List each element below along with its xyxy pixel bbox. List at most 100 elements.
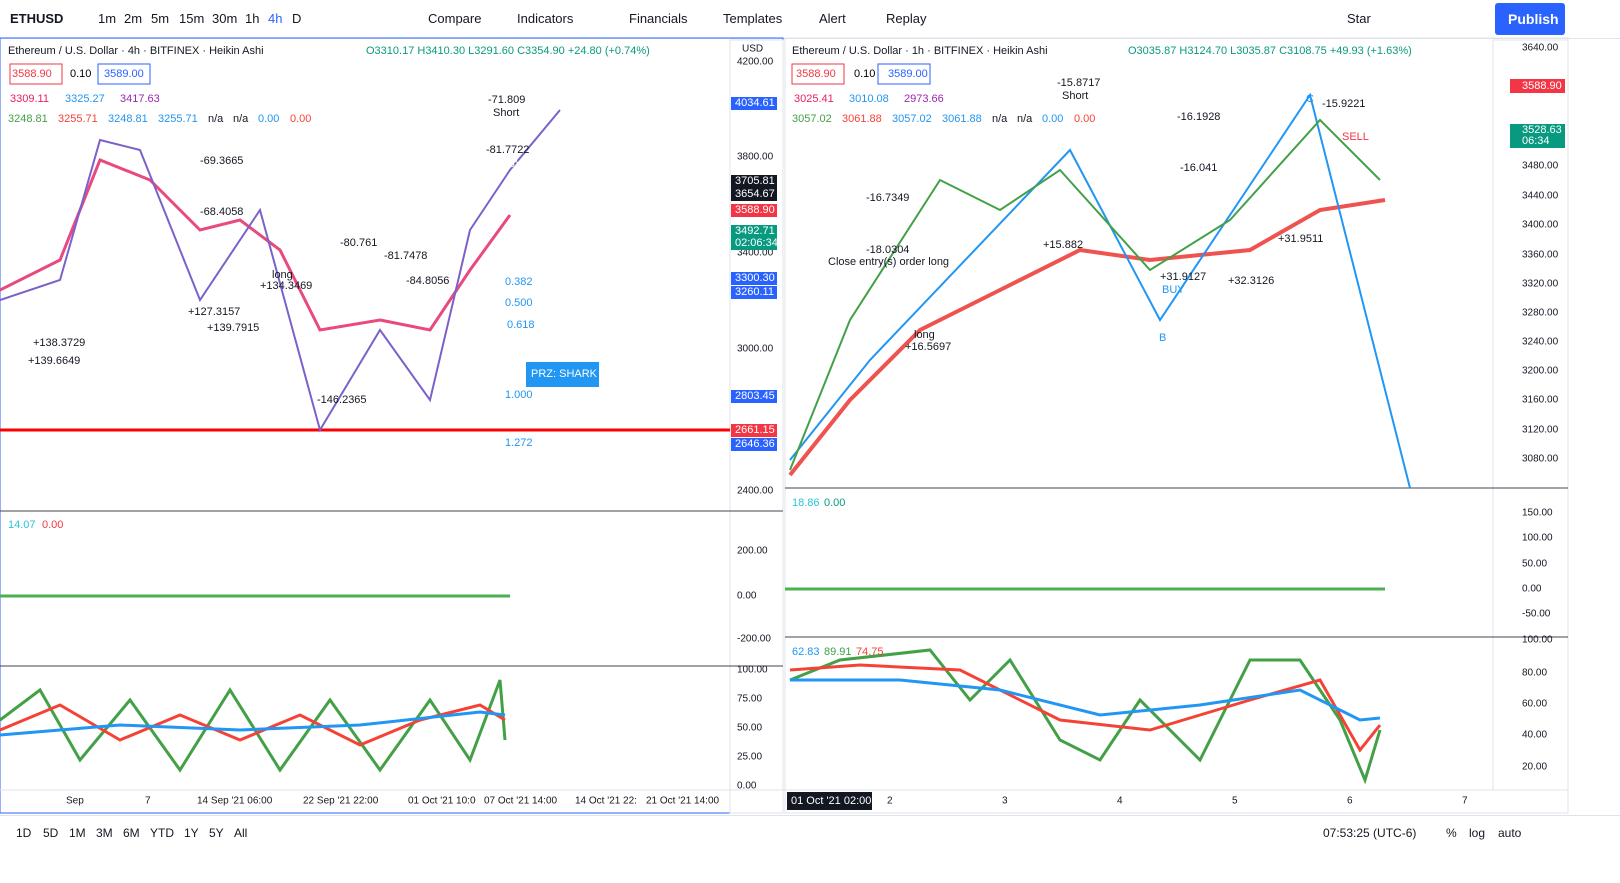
annotation: long [914, 329, 935, 341]
bid: 3588.90 [796, 68, 836, 80]
replay[interactable]: Replay [886, 11, 927, 26]
osc-line [789, 663, 1382, 753]
annotation: +31.9127 [1160, 271, 1206, 283]
interval[interactable]: 1h [245, 11, 260, 26]
time-label: 4 [1117, 796, 1123, 807]
range[interactable]: 5D [43, 826, 59, 840]
osc-tick: 50.00 [1522, 559, 1547, 570]
range[interactable]: 1Y [184, 826, 199, 840]
indicator-value: 0.00 [290, 113, 311, 125]
price-tag [731, 286, 777, 299]
osc-tick: 200.00 [737, 546, 768, 557]
annotation: -71.809 [488, 94, 525, 106]
ask: 3589.00 [104, 68, 144, 80]
indicator-value: 3025.41 [794, 93, 834, 105]
auto-toggle[interactable]: auto [1498, 826, 1522, 840]
indicators[interactable]: Indicators [517, 11, 574, 26]
toolbar: ETHUSD 1m 2m 5m 15m 30m 1h 4h D Compare … [0, 0, 1620, 39]
osc-tick: 75.00 [737, 694, 762, 705]
zigzag [0, 109, 561, 433]
price-tick: 2400.00 [737, 486, 774, 497]
annotation: 1.272 [505, 437, 533, 449]
range[interactable]: All [234, 826, 248, 840]
price-tag [731, 204, 777, 217]
indicator-value: 3057.02 [892, 113, 932, 125]
osc-tick: 40.00 [1522, 730, 1547, 741]
ma-line [789, 118, 1381, 471]
templates[interactable]: Templates [723, 11, 783, 26]
annotation: -18.0304 [866, 244, 909, 256]
price-tick: 3360.00 [1522, 250, 1559, 261]
range[interactable]: 5Y [209, 826, 224, 840]
annotation: +139.7915 [207, 322, 259, 334]
range[interactable]: 3M [96, 826, 113, 840]
annotation: -15.9221 [1322, 98, 1365, 110]
annotation: +138.3729 [33, 337, 85, 349]
annotation: 1.000 [505, 389, 533, 401]
log-toggle[interactable]: log [1469, 826, 1486, 840]
interval[interactable]: 15m [179, 11, 205, 26]
price-tick: 3240.00 [1522, 337, 1559, 348]
range[interactable]: YTD [150, 826, 174, 840]
price-label: 3705.81 [735, 175, 775, 187]
indicator-value: 3057.02 [792, 113, 832, 125]
indicator-value: 3061.88 [942, 113, 982, 125]
percent-toggle[interactable]: % [1446, 826, 1457, 840]
osc-line [790, 678, 1381, 722]
compare[interactable]: Compare [428, 11, 482, 26]
interval[interactable]: 5m [151, 11, 170, 26]
price-tick: 4200.00 [737, 57, 774, 68]
price-tag [731, 237, 777, 250]
range[interactable]: 6M [123, 826, 140, 840]
indicator-value: 0.00 [1042, 113, 1063, 125]
price-tick: 3000.00 [737, 344, 774, 355]
annotation: long [272, 269, 293, 281]
price-tag [731, 390, 777, 403]
interval[interactable]: 30m [212, 11, 238, 26]
osc-tick: 0.00 [1522, 584, 1542, 595]
price-tag [731, 424, 777, 437]
annotation: -80.761 [340, 237, 377, 249]
annotation: -146.2365 [317, 394, 367, 406]
price-tag [731, 188, 777, 201]
annotation: -16.1928 [1177, 111, 1220, 123]
interval[interactable]: D [292, 11, 302, 26]
time-label: 21 Oct '21 14:00 [646, 796, 720, 807]
range[interactable]: 1D [16, 826, 32, 840]
annotation: +139.6649 [28, 355, 80, 367]
star[interactable]: Star [1347, 11, 1371, 26]
osc-line [789, 648, 1382, 785]
osc-value: 18.86 [792, 497, 820, 509]
price-tick: 3200.00 [1522, 366, 1559, 377]
price-tag [731, 272, 777, 285]
publish[interactable]: Publish [1508, 11, 1559, 27]
price-label: 3528.63 [1522, 124, 1562, 136]
symbol[interactable]: ETHUSD [10, 11, 64, 26]
interval[interactable]: 1m [98, 11, 117, 26]
price-tick: 3480.00 [1522, 161, 1559, 172]
interval[interactable]: 4h [268, 11, 283, 26]
indicator-value: 3325.27 [65, 93, 105, 105]
zigzag [789, 92, 1411, 489]
time-label: 3 [1002, 796, 1008, 807]
osc-tick: 100.00 [737, 665, 768, 676]
price-tick: 3320.00 [1522, 279, 1559, 290]
alert[interactable]: Alert [819, 11, 846, 26]
range[interactable]: 1M [69, 826, 86, 840]
osc-value: 14.07 [8, 519, 36, 531]
interval[interactable]: 2m [124, 11, 143, 26]
ask: 3589.00 [888, 68, 928, 80]
osc-line [0, 679, 507, 773]
publish-button[interactable] [1495, 3, 1565, 35]
annotation: +31.9511 [1278, 233, 1323, 245]
osc-tick: 25.00 [737, 752, 762, 763]
annotation: BUY [1162, 284, 1185, 296]
bid: 3588.90 [12, 68, 52, 80]
charts: Ethereum / U.S. Dollar · 4h · BITFINEX ·… [0, 37, 1569, 814]
financials[interactable]: Financials [629, 11, 688, 26]
osc-value: 0.00 [824, 497, 845, 509]
spread: 0.10 [854, 68, 875, 80]
osc-value: 74.75 [856, 646, 884, 658]
price-tick: 3280.00 [1522, 308, 1559, 319]
